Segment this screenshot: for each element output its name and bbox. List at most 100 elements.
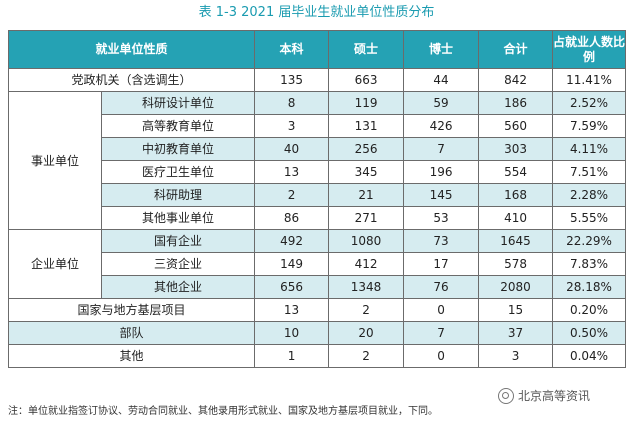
- wechat-icon: [498, 388, 514, 404]
- row-label: 其他: [7, 344, 256, 368]
- cell-total: 3: [478, 344, 554, 368]
- cell-doctor: 0: [403, 344, 480, 368]
- row-label: 部队: [7, 321, 256, 345]
- table-header-row: 就业单位性质 本科 硕士 博士 合计 占就业人数比例: [7, 30, 627, 69]
- cell-master: 2: [328, 344, 405, 368]
- col-header-master: 硕士: [328, 30, 405, 69]
- cell-bachelor: 1: [254, 344, 330, 368]
- cell-master: 1080: [328, 229, 405, 253]
- group-label-public-institution: 事业单位: [8, 91, 102, 230]
- watermark: 北京高等资讯: [498, 386, 590, 406]
- cell-bachelor: 2: [254, 183, 330, 207]
- cell-total: 1645: [478, 229, 554, 253]
- cell-master: 119: [328, 91, 405, 115]
- cell-total: 842: [478, 68, 554, 92]
- cell-doctor: 7: [403, 137, 480, 161]
- cell-master: 345: [328, 160, 405, 184]
- row-label: 党政机关（含选调生）: [7, 68, 256, 92]
- cell-bachelor: 40: [254, 137, 330, 161]
- cell-ratio: 5.55%: [552, 206, 627, 230]
- table-row: 高等教育单位 3 131 426 560 7.59%: [9, 114, 627, 138]
- employment-unit-table: 就业单位性质 本科 硕士 博士 合计 占就业人数比例 党政机关（含选调生） 13…: [7, 30, 627, 368]
- cell-master: 256: [328, 137, 405, 161]
- cell-ratio: 7.59%: [552, 114, 627, 138]
- cell-bachelor: 492: [254, 229, 330, 253]
- sub-label: 科研助理: [100, 183, 256, 207]
- cell-total: 168: [478, 183, 554, 207]
- cell-doctor: 59: [403, 91, 480, 115]
- cell-master: 663: [328, 68, 405, 92]
- table-row: 企业单位 国有企业 492 1080 73 1645 22.29%: [8, 229, 627, 299]
- cell-doctor: 44: [403, 68, 480, 92]
- sub-label: 医疗卫生单位: [100, 160, 256, 184]
- cell-doctor: 7: [403, 321, 480, 345]
- cell-ratio: 2.28%: [552, 183, 627, 207]
- table-row: 党政机关（含选调生） 135 663 44 842 11.41%: [7, 68, 627, 92]
- cell-ratio: 28.18%: [552, 275, 627, 299]
- table-row: 科研助理 2 21 145 168 2.28%: [9, 183, 627, 207]
- cell-ratio: 2.52%: [552, 91, 627, 115]
- table-note: 注：单位就业指签订协议、劳动合同就业、其他录用形式就业、国家及地方基层项目就业，…: [8, 406, 438, 417]
- cell-bachelor: 86: [254, 206, 330, 230]
- cell-doctor: 196: [403, 160, 480, 184]
- cell-ratio: 0.20%: [552, 298, 627, 322]
- cell-doctor: 17: [403, 252, 480, 276]
- col-header-bachelor: 本科: [254, 30, 330, 69]
- cell-ratio: 0.50%: [552, 321, 627, 345]
- cell-ratio: 4.11%: [552, 137, 627, 161]
- cell-ratio: 7.51%: [552, 160, 627, 184]
- cell-master: 20: [328, 321, 405, 345]
- col-header-total: 合计: [478, 30, 554, 69]
- cell-total: 410: [478, 206, 554, 230]
- cell-total: 554: [478, 160, 554, 184]
- cell-bachelor: 10: [254, 321, 330, 345]
- cell-bachelor: 656: [254, 275, 330, 299]
- cell-master: 21: [328, 183, 405, 207]
- cell-bachelor: 3: [254, 114, 330, 138]
- cell-master: 131: [328, 114, 405, 138]
- col-header-ratio: 占就业人数比例: [552, 30, 627, 69]
- cell-total: 303: [478, 137, 554, 161]
- table-row: 三资企业 149 412 17 578 7.83%: [9, 252, 627, 276]
- cell-ratio: 22.29%: [552, 229, 627, 253]
- cell-doctor: 0: [403, 298, 480, 322]
- watermark-text: 北京高等资讯: [518, 389, 591, 403]
- cell-total: 560: [478, 114, 554, 138]
- cell-total: 578: [478, 252, 554, 276]
- table-row: 中初教育单位 40 256 7 303 4.11%: [9, 137, 627, 161]
- col-header-unit-type: 就业单位性质: [7, 30, 256, 69]
- cell-master: 271: [328, 206, 405, 230]
- row-label: 国家与地方基层项目: [7, 298, 256, 322]
- cell-ratio: 0.04%: [552, 344, 627, 368]
- cell-doctor: 145: [403, 183, 480, 207]
- sub-label: 高等教育单位: [100, 114, 256, 138]
- cell-bachelor: 13: [254, 160, 330, 184]
- table-row: 其他事业单位 86 271 53 410 5.55%: [9, 206, 627, 230]
- sub-label: 其他企业: [100, 275, 256, 299]
- cell-bachelor: 13: [254, 298, 330, 322]
- cell-doctor: 73: [403, 229, 480, 253]
- cell-bachelor: 135: [254, 68, 330, 92]
- table-row: 其他 1 2 0 3 0.04%: [7, 344, 627, 368]
- sub-label: 三资企业: [100, 252, 256, 276]
- table-caption: 表 1-3 2021 届毕业生就业单位性质分布: [198, 5, 435, 20]
- cell-doctor: 53: [403, 206, 480, 230]
- sub-label: 中初教育单位: [100, 137, 256, 161]
- cell-bachelor: 8: [254, 91, 330, 115]
- table-row: 国家与地方基层项目 13 2 0 15 0.20%: [7, 298, 627, 322]
- cell-ratio: 11.41%: [552, 68, 627, 92]
- table-row: 医疗卫生单位 13 345 196 554 7.51%: [9, 160, 627, 184]
- sub-label: 其他事业单位: [100, 206, 256, 230]
- col-header-doctor: 博士: [403, 30, 480, 69]
- cell-doctor: 76: [403, 275, 480, 299]
- cell-ratio: 7.83%: [552, 252, 627, 276]
- table-row: 部队 10 20 7 37 0.50%: [7, 321, 627, 345]
- sub-label: 科研设计单位: [100, 91, 256, 115]
- cell-master: 1348: [328, 275, 405, 299]
- sub-label: 国有企业: [100, 229, 256, 253]
- cell-bachelor: 149: [254, 252, 330, 276]
- table-row: 其他企业 656 1348 76 2080 28.18%: [9, 275, 627, 299]
- cell-doctor: 426: [403, 114, 480, 138]
- cell-total: 37: [478, 321, 554, 345]
- cell-master: 2: [328, 298, 405, 322]
